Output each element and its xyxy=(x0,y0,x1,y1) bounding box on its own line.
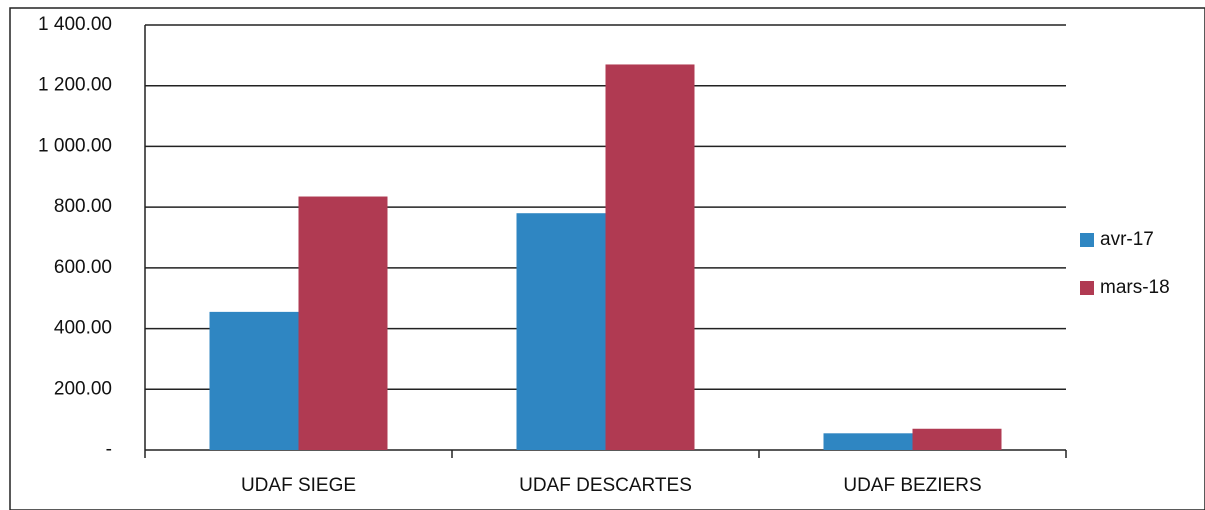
x-tick-label: UDAF SIEGE xyxy=(241,475,356,496)
y-tick-label: 600.00 xyxy=(54,257,112,278)
bar xyxy=(516,213,606,450)
y-tick-label: 200.00 xyxy=(54,378,112,399)
legend-swatch xyxy=(1080,281,1094,295)
bar xyxy=(209,311,299,450)
legend-label: mars-18 xyxy=(1100,277,1170,298)
bar xyxy=(298,196,388,450)
y-tick-label: 800.00 xyxy=(54,196,112,217)
legend-swatch xyxy=(1080,233,1094,247)
y-tick-label: - xyxy=(106,439,112,460)
y-tick-label: 1 400.00 xyxy=(38,14,112,35)
y-tick-label: 1 000.00 xyxy=(38,135,112,156)
bar xyxy=(912,428,1002,450)
x-tick-label: UDAF BEZIERS xyxy=(843,475,981,496)
bar xyxy=(605,64,695,450)
legend-label: avr-17 xyxy=(1100,229,1154,250)
x-tick-label: UDAF DESCARTES xyxy=(519,475,692,496)
chart-frame xyxy=(9,7,1205,510)
y-tick-label: 400.00 xyxy=(54,318,112,339)
bar xyxy=(823,433,913,450)
y-tick-label: 1 200.00 xyxy=(38,75,112,96)
